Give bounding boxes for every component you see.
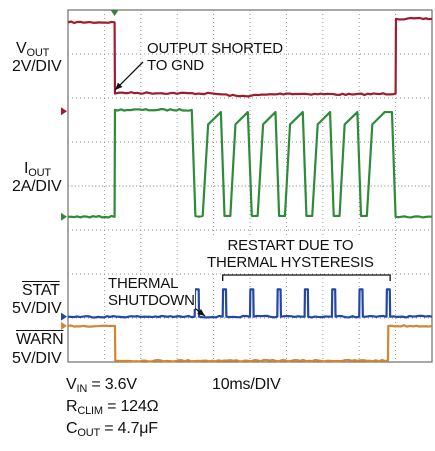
restart-bracket (222, 274, 391, 281)
annotation-restart: RESTART DUE TO THERMAL HYSTERESIS (207, 237, 374, 271)
warn-scale-label: 5V/DIV (12, 350, 62, 367)
channel-markers (61, 10, 119, 330)
warn-trace (67, 324, 433, 363)
stat-trace (67, 288, 433, 319)
iout-channel-label: IOUT (24, 160, 51, 179)
arrow-thermal-shutdown-head (197, 309, 205, 316)
vout-channel-label: VOUT (16, 40, 50, 59)
stat-baseline-marker (61, 312, 67, 321)
condition-rclim: RCLIM = 124Ω (66, 398, 159, 417)
vout-baseline-marker (61, 107, 67, 116)
annotation-output-shorted: OUTPUT SHORTED TO GND (147, 40, 283, 74)
condition-vin: VIN = 3.6V (66, 376, 137, 395)
iout-scale-label: 2A/DIV (12, 178, 62, 195)
timebase-label: 10ms/DIV (212, 376, 281, 393)
condition-cout: COUT = 4.7μF (66, 420, 158, 439)
arrow-output-shorted-head (115, 82, 123, 90)
traces (67, 16, 433, 363)
stat-channel-label: STAT (22, 282, 60, 299)
vout-scale-label: 2V/DIV (12, 58, 62, 75)
iout-baseline-marker (61, 212, 67, 221)
warn-channel-label: WARN (16, 331, 64, 348)
warn-baseline-marker (61, 321, 67, 330)
vout-trace (67, 16, 433, 98)
annotation-thermal-shutdown: THERMAL SHUTDOWN (108, 275, 195, 309)
stat-scale-label: 5V/DIV (12, 300, 62, 317)
iout-trace (67, 108, 433, 219)
trigger-marker (110, 10, 119, 16)
